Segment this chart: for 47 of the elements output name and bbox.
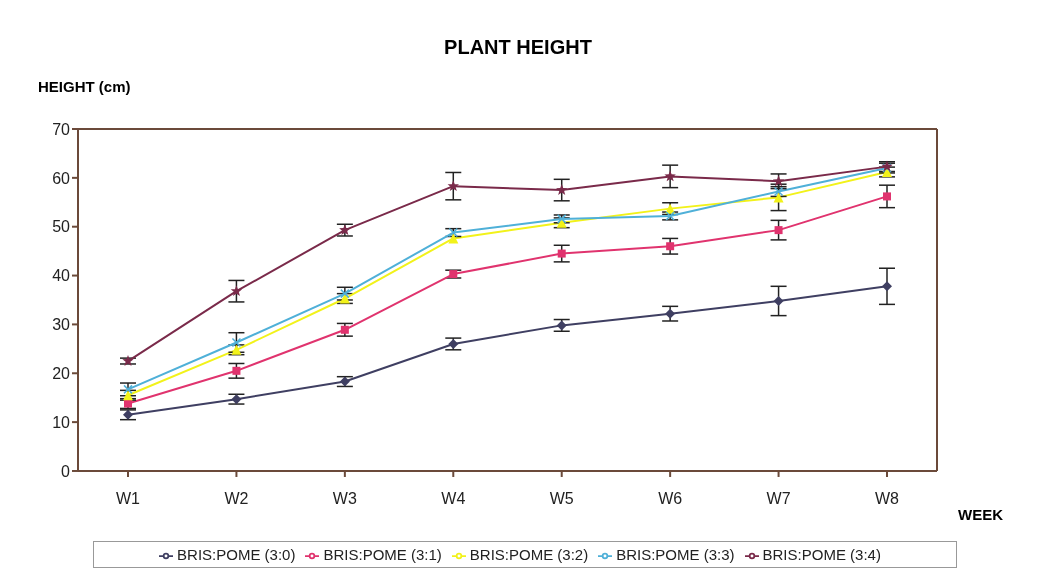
x-tick-label: W2	[224, 490, 249, 508]
point	[773, 295, 784, 306]
point	[773, 192, 784, 203]
point	[230, 285, 243, 297]
point	[556, 214, 567, 224]
point	[556, 320, 567, 331]
y-tick-label: 30	[52, 316, 71, 334]
point	[231, 394, 242, 405]
y-tick-label: 10	[52, 413, 71, 431]
point	[448, 233, 459, 244]
point	[556, 184, 568, 195]
y-tick-label: 20	[52, 364, 71, 382]
y-tick-label: 70	[52, 120, 71, 138]
y-axis-title: HEIGHT (cm)	[38, 78, 131, 95]
chart-title: PLANT HEIGHT	[443, 36, 593, 59]
point	[448, 227, 459, 238]
point	[448, 338, 459, 349]
point	[231, 337, 242, 348]
y-tick-label: 50	[52, 218, 71, 236]
point	[339, 376, 350, 387]
y-tick-label: 0	[61, 462, 71, 480]
point	[232, 366, 241, 375]
legend-label: BRIS:POME (3:4)	[762, 545, 881, 563]
y-tick-label: 40	[52, 267, 71, 285]
point	[882, 281, 892, 292]
x-tick-label: W8	[875, 490, 900, 508]
point	[447, 180, 459, 192]
point	[664, 170, 676, 182]
legend-label: BRIS:POME (3:0)	[177, 545, 296, 563]
x-tick-label: W6	[658, 490, 683, 508]
point	[666, 242, 675, 251]
x-tick-label: W1	[116, 490, 141, 508]
point	[774, 226, 783, 235]
point	[557, 249, 566, 258]
legend-label: BRIS:POME (3:1)	[323, 545, 442, 563]
point	[340, 325, 349, 334]
legend-label: BRIS:POME (3:2)	[469, 545, 589, 563]
x-axis-title: WEEK	[958, 506, 1003, 523]
x-tick-label: W3	[332, 490, 357, 508]
point	[883, 192, 891, 201]
x-tick-label: W7	[766, 490, 791, 508]
x-tick-label: W4	[441, 490, 466, 508]
point	[665, 308, 676, 319]
x-tick-label: W5	[549, 490, 574, 508]
y-tick-label: 60	[52, 169, 71, 187]
point	[340, 288, 350, 299]
legend-label: BRIS:POME (3:3)	[616, 545, 735, 563]
